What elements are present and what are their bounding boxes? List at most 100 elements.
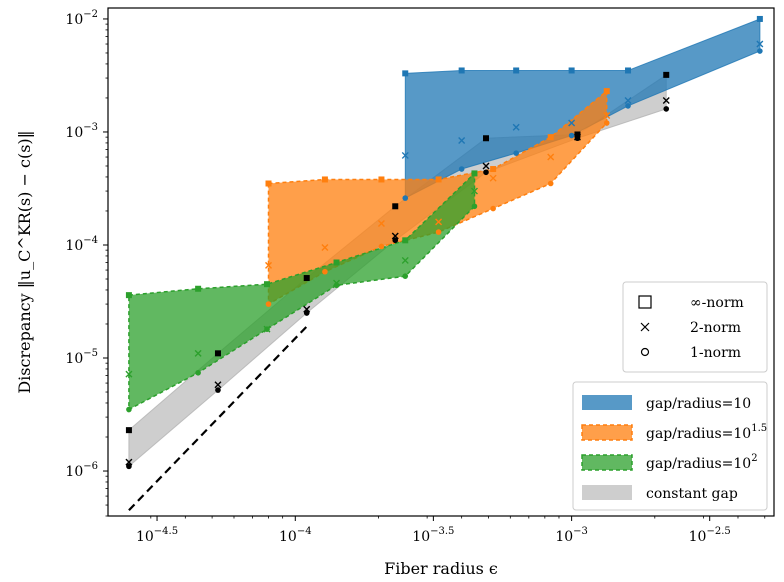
marker-square-0-1 xyxy=(458,67,465,74)
marker-square-3-6 xyxy=(663,71,670,78)
marker-x-0-1 xyxy=(458,137,466,145)
marker-x-2-5 xyxy=(470,187,478,195)
marker-x-0-0 xyxy=(401,151,409,159)
marker-x-1-0 xyxy=(265,261,273,269)
marker-square-2-5 xyxy=(471,170,478,177)
marker-x-2-0 xyxy=(125,370,133,378)
marker-square-1-3 xyxy=(435,176,442,183)
marker-circle-1-5 xyxy=(547,180,554,187)
series-legend-label-1: gap/radius=101.5 xyxy=(646,423,767,442)
marker-x-0-4 xyxy=(624,96,632,104)
marker-square-3-0 xyxy=(125,427,132,434)
marker-square-2-4 xyxy=(402,237,409,244)
marker-circle-3-3 xyxy=(392,237,399,244)
marker-circle-0-0 xyxy=(402,195,409,201)
marker-square-0-4 xyxy=(625,67,632,74)
marker-square-0-2 xyxy=(513,67,520,74)
marker-square-3-1 xyxy=(214,350,221,357)
y-tick-label-2: 10−4 xyxy=(65,235,98,254)
marker-square-0-0 xyxy=(402,70,409,77)
legend-x-marker xyxy=(640,322,650,332)
series-legend-label-2: gap/radius=102 xyxy=(646,453,758,472)
marker-square-1-5 xyxy=(547,134,554,141)
x-tick-label-4: 10−2.5 xyxy=(689,526,731,545)
marker-circle-1-2 xyxy=(378,243,385,250)
series-legend-swatch-2 xyxy=(581,454,633,471)
marker-square-1-6 xyxy=(603,88,610,95)
y-axis-ticks: 10−6 10−5 10−4 10−3 10−2 xyxy=(65,9,108,517)
marker-square-2-3 xyxy=(333,259,340,266)
marker-circle-3-0 xyxy=(126,463,132,470)
series-legend-swatch-3 xyxy=(582,485,632,500)
marker-circle-0-5 xyxy=(757,48,763,54)
marker-circle-3-6 xyxy=(663,106,670,112)
marker-square-1-4 xyxy=(490,166,497,173)
marker-circle-2-1 xyxy=(195,369,201,376)
series-markers xyxy=(125,15,764,470)
marker-x-3-4 xyxy=(482,162,490,170)
marker-x-3-0 xyxy=(125,458,133,466)
marker-legend-label-0: ∞-norm xyxy=(690,295,744,311)
reference-line-group xyxy=(128,325,308,511)
y-axis-label: Discrepancy ‖u_C^KR(s) − c(s)‖ xyxy=(15,130,34,393)
marker-circle-2-4 xyxy=(402,273,409,279)
y-tick-label-4: 10−2 xyxy=(65,9,98,28)
x-axis-label-text: Fiber radius ϵ xyxy=(384,559,498,578)
marker-circle-1-4 xyxy=(490,205,496,212)
marker-circle-2-0 xyxy=(126,406,132,413)
marker-x-3-6 xyxy=(662,96,670,104)
marker-x-2-4 xyxy=(401,256,409,264)
marker-square-2-1 xyxy=(195,285,202,292)
x-tick-label-0: 10−4.5 xyxy=(136,526,178,545)
y-axis-label-text: Discrepancy ‖u_C^KR(s) − c(s)‖ xyxy=(15,130,34,393)
series-legend-label-3: constant gap xyxy=(646,486,738,502)
marker-legend-box xyxy=(622,281,768,373)
marker-square-0-3 xyxy=(568,67,575,74)
marker-circle-0-3 xyxy=(568,132,575,139)
x-tick-label-3: 10−3 xyxy=(555,526,588,545)
marker-circle-3-1 xyxy=(215,387,221,393)
marker-circle-0-4 xyxy=(625,103,631,109)
marker-square-0-5 xyxy=(756,15,763,22)
marker-x-1-4 xyxy=(489,174,497,182)
marker-square-3-2 xyxy=(303,275,310,282)
marker-square-1-2 xyxy=(378,176,385,183)
marker-x-0-3 xyxy=(568,119,576,127)
x-tick-label-2: 10−3.5 xyxy=(412,526,454,545)
x-tick-label-1: 10−4 xyxy=(279,526,312,545)
series-legend-box xyxy=(572,381,768,511)
marker-circle-1-0 xyxy=(265,301,272,307)
marker-x-0-2 xyxy=(512,123,520,131)
marker-x-0-5 xyxy=(756,40,764,48)
marker-square-3-4 xyxy=(483,135,490,142)
marker-x-3-3 xyxy=(391,232,399,240)
marker-circle-1-6 xyxy=(603,120,610,126)
series-legend-label-0: gap/radius=10 xyxy=(646,396,751,412)
marker-square-3-3 xyxy=(392,203,399,210)
marker-square-1-0 xyxy=(265,180,272,187)
legend-circle-marker xyxy=(640,347,650,357)
marker-x-1-3 xyxy=(435,218,443,226)
x-axis-ticks: 10−4.5 10−4 10−3.5 10−3 10−2.5 xyxy=(136,516,766,545)
y-tick-label-3: 10−3 xyxy=(65,122,98,141)
marker-square-3-5 xyxy=(574,131,581,138)
series-legend: gap/radius=10 gap/radius=101.5 gap/radius=… xyxy=(572,381,768,511)
marker-circle-2-3 xyxy=(333,282,340,289)
plot-frame xyxy=(107,7,775,517)
marker-x-2-1 xyxy=(194,349,202,357)
marker-legend: ∞-norm 2-norm 1-norm xyxy=(622,281,768,373)
marker-x-1-1 xyxy=(321,244,329,252)
marker-circle-3-2 xyxy=(303,310,310,316)
marker-x-1-6 xyxy=(603,111,611,119)
marker-circle-3-5 xyxy=(574,135,581,142)
series-legend-swatch-1 xyxy=(581,424,633,441)
marker-square-2-2 xyxy=(264,281,271,288)
marker-legend-label-1: 2-norm xyxy=(690,320,741,336)
y-tick-label-1: 10−5 xyxy=(65,348,98,367)
marker-circle-2-5 xyxy=(471,203,478,210)
legend-square-marker xyxy=(638,295,652,309)
marker-circle-3-4 xyxy=(483,169,489,176)
marker-x-1-2 xyxy=(377,219,385,227)
x-axis-label: Fiber radius ϵ xyxy=(384,559,498,578)
